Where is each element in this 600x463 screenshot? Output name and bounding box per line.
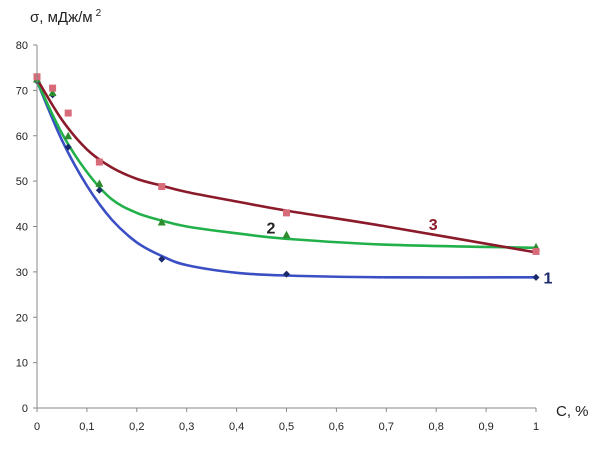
series-3-line — [35, 77, 538, 254]
x-tick-label: 0,1 — [79, 421, 94, 433]
y-tick-label: 80 — [16, 40, 28, 52]
series-2-point — [157, 217, 166, 226]
series-1-point — [64, 143, 72, 151]
curve-label-3: 3 — [429, 217, 438, 234]
series-1-point — [158, 255, 166, 263]
x-tick-label: 0,7 — [379, 421, 394, 433]
x-tick-label: 0,5 — [279, 421, 294, 433]
series-2-point — [95, 179, 104, 187]
y-tick-label: 20 — [16, 312, 28, 324]
series-3-point — [283, 209, 290, 217]
y-tick-label: 0 — [22, 403, 28, 415]
series-2-point — [282, 230, 291, 239]
series-3-point — [158, 183, 166, 191]
x-tick-label: 0,8 — [429, 421, 444, 433]
curve-label-2: 2 — [267, 220, 276, 237]
x-ticks: 0 0,1 0,2 0,3 0,4 0,5 0,6 0,7 0,8 0,9 1 — [34, 408, 539, 433]
series-3-point — [95, 158, 103, 166]
y-axis-title: σ, мДж/м 2 — [30, 8, 102, 26]
x-tick-label: 0,6 — [329, 421, 344, 433]
series-3-point — [532, 247, 540, 255]
markers-layer — [33, 73, 540, 281]
x-axis-title: C, % — [556, 403, 589, 420]
series-2-point — [64, 131, 73, 140]
y-tick-label: 60 — [16, 131, 28, 143]
y-ticks: 0 10 20 30 40 50 60 70 80 — [16, 40, 37, 415]
x-tick-label: 1 — [533, 421, 539, 433]
y-tick-label: 10 — [16, 358, 28, 370]
series-1-point — [95, 186, 103, 194]
y-tick-label: 30 — [16, 267, 28, 279]
x-tick-label: 0 — [34, 421, 40, 433]
series-3-point — [64, 109, 72, 117]
series-1-point — [283, 270, 290, 278]
x-tick-label: 0,4 — [229, 421, 244, 433]
series-3-point — [49, 84, 57, 92]
x-tick-label: 0,9 — [478, 421, 493, 433]
series-2-line — [35, 80, 538, 250]
curve-label-1: 1 — [543, 270, 552, 287]
y-tick-label: 50 — [16, 176, 28, 188]
x-tick-label: 0,3 — [179, 421, 194, 433]
series-2-point — [48, 88, 57, 97]
y-tick-label: 70 — [16, 85, 28, 97]
curves-layer — [35, 77, 538, 279]
y-axis-title-text: σ, мДж/м — [30, 9, 93, 26]
y-axis-title-superscript: 2 — [96, 8, 102, 19]
series-1-point — [532, 273, 540, 281]
x-tick-label: 0,2 — [129, 421, 144, 433]
curve-labels: 1 2 3 — [267, 217, 553, 287]
series-1-line — [35, 80, 538, 279]
y-tick-label: 40 — [16, 222, 28, 234]
